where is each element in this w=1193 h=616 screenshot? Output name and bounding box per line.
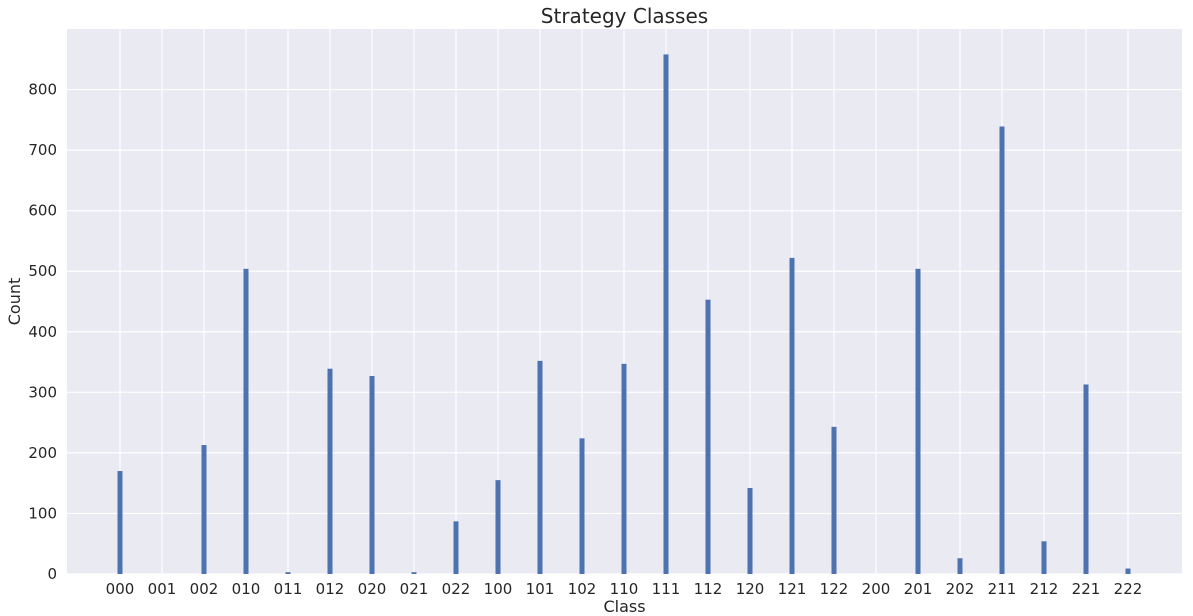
x-tick-label: 021 <box>400 580 429 598</box>
bar-102 <box>579 438 585 574</box>
x-tick-label: 000 <box>106 580 135 598</box>
chart-title: Strategy Classes <box>541 4 708 28</box>
x-tick-label: 002 <box>190 580 219 598</box>
x-tick-label: 020 <box>358 580 387 598</box>
bar-121 <box>789 257 795 574</box>
bar-011 <box>285 572 291 574</box>
bar-100 <box>495 480 501 574</box>
bar-020 <box>369 375 375 574</box>
bar-012 <box>327 368 333 574</box>
x-tick-label: 001 <box>148 580 177 598</box>
x-tick-label: 102 <box>568 580 597 598</box>
bar-222 <box>1125 568 1131 574</box>
y-tick-label: 300 <box>28 383 57 401</box>
x-tick-label: 202 <box>946 580 975 598</box>
x-tick-label: 201 <box>904 580 933 598</box>
x-tick-label: 221 <box>1072 580 1101 598</box>
x-tick-label: 111 <box>652 580 681 598</box>
y-tick-labels: 0 100 200 300 400 500 600 700 800 <box>28 81 57 583</box>
bar-110 <box>621 363 627 574</box>
x-tick-label: 101 <box>526 580 555 598</box>
y-tick-label: 700 <box>28 141 57 159</box>
y-tick-label: 200 <box>28 444 57 462</box>
bar-120 <box>747 488 753 574</box>
bar-002 <box>201 445 207 574</box>
bar-112 <box>705 299 711 574</box>
x-tick-label: 121 <box>778 580 807 598</box>
bar-010 <box>243 268 249 574</box>
x-tick-label: 122 <box>820 580 849 598</box>
x-axis-label: Class <box>603 597 645 616</box>
x-tick-label: 022 <box>442 580 471 598</box>
y-tick-label: 400 <box>28 323 57 341</box>
x-tick-label: 211 <box>988 580 1017 598</box>
x-tick-label: 011 <box>274 580 303 598</box>
bar-021 <box>411 572 417 574</box>
bar-221 <box>1083 384 1089 574</box>
bar-212 <box>1041 541 1047 574</box>
y-tick-label: 800 <box>28 81 57 99</box>
x-tick-label: 120 <box>736 580 765 598</box>
bar-022 <box>453 521 459 574</box>
bar-000 <box>117 471 123 574</box>
bar-202 <box>957 558 963 574</box>
bar-201 <box>915 268 921 574</box>
x-tick-label: 222 <box>1114 580 1143 598</box>
x-tick-label: 212 <box>1030 580 1059 598</box>
bar-101 <box>537 360 543 574</box>
x-tick-label: 010 <box>232 580 261 598</box>
y-axis-label: Count <box>5 278 24 326</box>
x-tick-label: 110 <box>610 580 639 598</box>
x-tick-label: 100 <box>484 580 513 598</box>
x-tick-label: 012 <box>316 580 345 598</box>
x-tick-label: 112 <box>694 580 723 598</box>
y-tick-label: 0 <box>47 565 57 583</box>
bar-111 <box>663 54 669 574</box>
bars <box>117 54 1131 574</box>
bar-122 <box>831 426 837 574</box>
x-tick-labels: 000 001 002 010 011 012 020 021 022 100 101 102 110 1… <box>106 580 1143 598</box>
bar-211 <box>999 126 1005 574</box>
x-tick-label: 200 <box>862 580 891 598</box>
y-tick-label: 100 <box>28 504 57 522</box>
y-tick-label: 500 <box>28 262 57 280</box>
y-tick-label: 600 <box>28 202 57 220</box>
